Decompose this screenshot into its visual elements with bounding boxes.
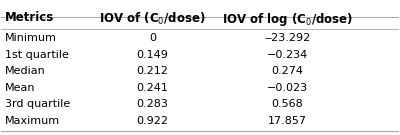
Text: −0.234: −0.234 <box>267 50 308 60</box>
Text: IOV of (C$_0$/dose): IOV of (C$_0$/dose) <box>99 11 206 27</box>
Text: 0.241: 0.241 <box>136 83 168 93</box>
Text: 3rd quartile: 3rd quartile <box>5 99 71 109</box>
Text: Minimum: Minimum <box>5 33 57 43</box>
Text: 0.212: 0.212 <box>136 66 168 76</box>
Text: Metrics: Metrics <box>5 11 55 24</box>
Text: IOV of log (C$_0$/dose): IOV of log (C$_0$/dose) <box>222 11 353 28</box>
Text: ‒23.292: ‒23.292 <box>264 33 310 43</box>
Text: 0.568: 0.568 <box>272 99 303 109</box>
Text: 0.274: 0.274 <box>271 66 303 76</box>
Text: 0.283: 0.283 <box>136 99 168 109</box>
Text: 0.922: 0.922 <box>136 116 168 126</box>
Text: Maximum: Maximum <box>5 116 60 126</box>
Text: −0.023: −0.023 <box>267 83 308 93</box>
Text: 17.857: 17.857 <box>268 116 307 126</box>
Text: Median: Median <box>5 66 46 76</box>
Text: Mean: Mean <box>5 83 36 93</box>
Text: 0.149: 0.149 <box>136 50 168 60</box>
Text: 0: 0 <box>149 33 156 43</box>
Text: 1st quartile: 1st quartile <box>5 50 69 60</box>
